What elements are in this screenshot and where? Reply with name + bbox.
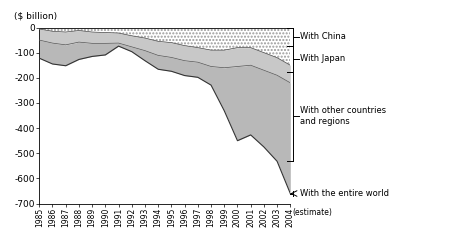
Text: ($ billion): ($ billion) [14, 12, 57, 21]
Text: With other countries
and regions: With other countries and regions [300, 106, 386, 126]
Text: With the entire world: With the entire world [300, 189, 389, 198]
Text: With Japan: With Japan [300, 55, 346, 63]
Text: (estimate): (estimate) [293, 208, 333, 217]
Text: With China: With China [300, 32, 346, 42]
